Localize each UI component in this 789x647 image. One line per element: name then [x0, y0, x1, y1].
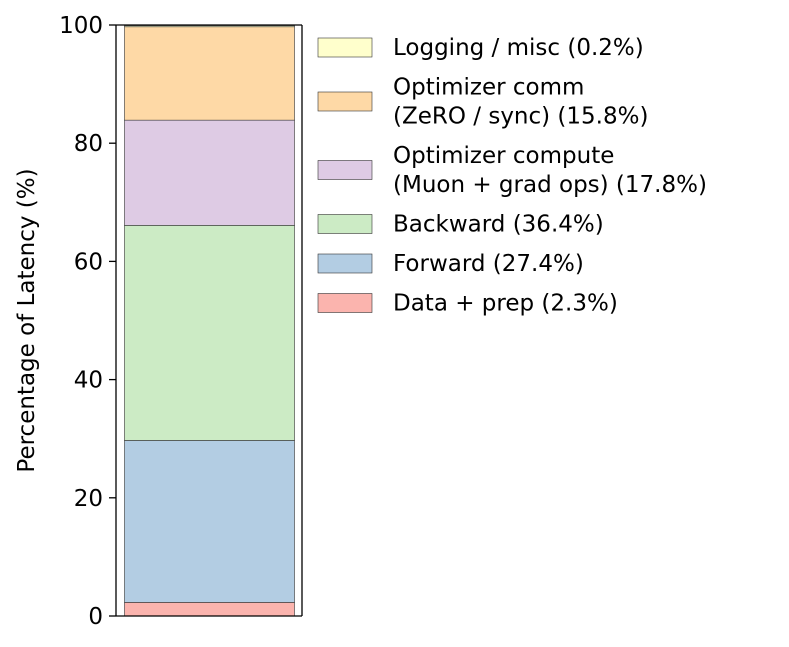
legend-swatch-2: [317, 160, 373, 180]
bar-segment-3: [124, 119, 295, 226]
legend-swatch-5: [317, 293, 373, 313]
y-tick-label-0: 0: [88, 604, 103, 630]
bar-segment-0: [124, 602, 295, 617]
legend-label-0-line-0: Logging / misc (0.2%): [393, 35, 644, 61]
legend-label-2-line-1: (Muon + grad ops) (17.8%): [393, 172, 707, 198]
y-tick-label-2: 40: [74, 368, 103, 394]
bar-segment-2: [124, 225, 295, 441]
legend-label-1-line-1: (ZeRO / sync) (15.8%): [393, 104, 648, 130]
bar-segment-1: [124, 440, 295, 603]
legend-label-1-line-0: Optimizer comm: [393, 75, 584, 101]
legend-swatch-0: [317, 37, 373, 58]
bar-segment-5: [124, 25, 295, 28]
legend-label-3-line-0: Backward (36.4%): [393, 212, 604, 238]
legend: Logging / misc (0.2%) Optimizer comm (ZeRO…: [317, 35, 707, 317]
legend-swatch-3: [317, 214, 373, 234]
legend-label-2-line-0: Optimizer compute: [393, 143, 614, 169]
y-axis-label: Percentage of Latency (%): [14, 168, 40, 472]
bar-segment-4: [124, 26, 295, 121]
y-tick-label-1: 20: [74, 486, 103, 512]
bar-stack: [124, 25, 295, 617]
y-tick-label-3: 60: [74, 249, 103, 275]
legend-swatch-4: [317, 253, 373, 274]
legend-label-4-line-0: Forward (27.4%): [393, 251, 584, 277]
legend-swatch-1: [317, 91, 373, 112]
y-tick-label-4: 80: [74, 131, 103, 157]
legend-label-5-line-0: Data + prep (2.3%): [393, 291, 618, 317]
y-tick-label-5: 100: [59, 13, 103, 39]
y-ticks: 0 20 40 60 80 100: [59, 13, 116, 630]
axes: [115, 24, 303, 617]
